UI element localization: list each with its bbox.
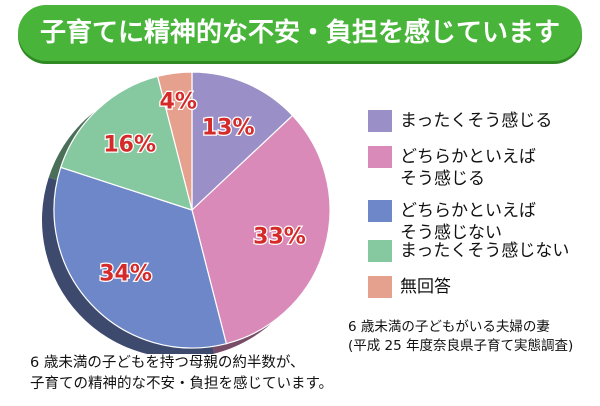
pie-value-label: 4%	[160, 90, 197, 115]
legend-swatch	[368, 276, 392, 298]
chart-caption: 6 歳未満の子どもを持つ母親の約半数が、 子育ての精神的な不安・負担を感じていま…	[30, 353, 360, 395]
pie-slice	[156, 71, 193, 211]
title-banner: 子育てに精神的な不安・負担を感じていますか？	[18, 5, 582, 104]
chart-title: 子育てに精神的な不安・負担を感じていますか？	[39, 18, 560, 104]
pie-slice	[59, 75, 193, 211]
legend-swatch	[368, 200, 392, 222]
legend-swatch	[368, 146, 392, 168]
legend-label: どちらかといえば そう感じない	[400, 201, 536, 243]
pie-value-label: 16%	[103, 133, 156, 158]
pie-value-label: 34%	[99, 261, 152, 286]
source-line-2: (平成 25 年度奈良県子育て実態調査)	[348, 338, 574, 354]
legend-swatch	[368, 240, 392, 262]
source-line-1: 6 歳未満の子どもがいる夫婦の妻	[348, 319, 550, 335]
legend-label: まったくそう感じない	[400, 241, 570, 261]
pie-slice	[53, 166, 228, 349]
pie-slice	[191, 71, 294, 212]
pie-value-label: 13%	[202, 115, 255, 140]
legend-label: どちらかといえば そう感じる	[400, 147, 536, 189]
caption-line-2: 子育ての精神的な不安・負担を感じています。	[30, 376, 334, 392]
pie-value-label: 33%	[253, 224, 306, 249]
data-source-note: 6 歳未満の子どもがいる夫婦の妻 (平成 25 年度奈良県子育て実態調査)	[348, 318, 598, 356]
legend-label: 無回答	[400, 277, 451, 297]
caption-line-1: 6 歳未満の子どもを持つ母親の約半数が、	[30, 355, 305, 371]
legend-label: まったくそう感じる	[400, 111, 553, 131]
pie-chart: 13% 33% 34% 16%4%	[42, 71, 331, 354]
legend-swatch	[368, 110, 392, 132]
pie-slice	[191, 114, 331, 345]
